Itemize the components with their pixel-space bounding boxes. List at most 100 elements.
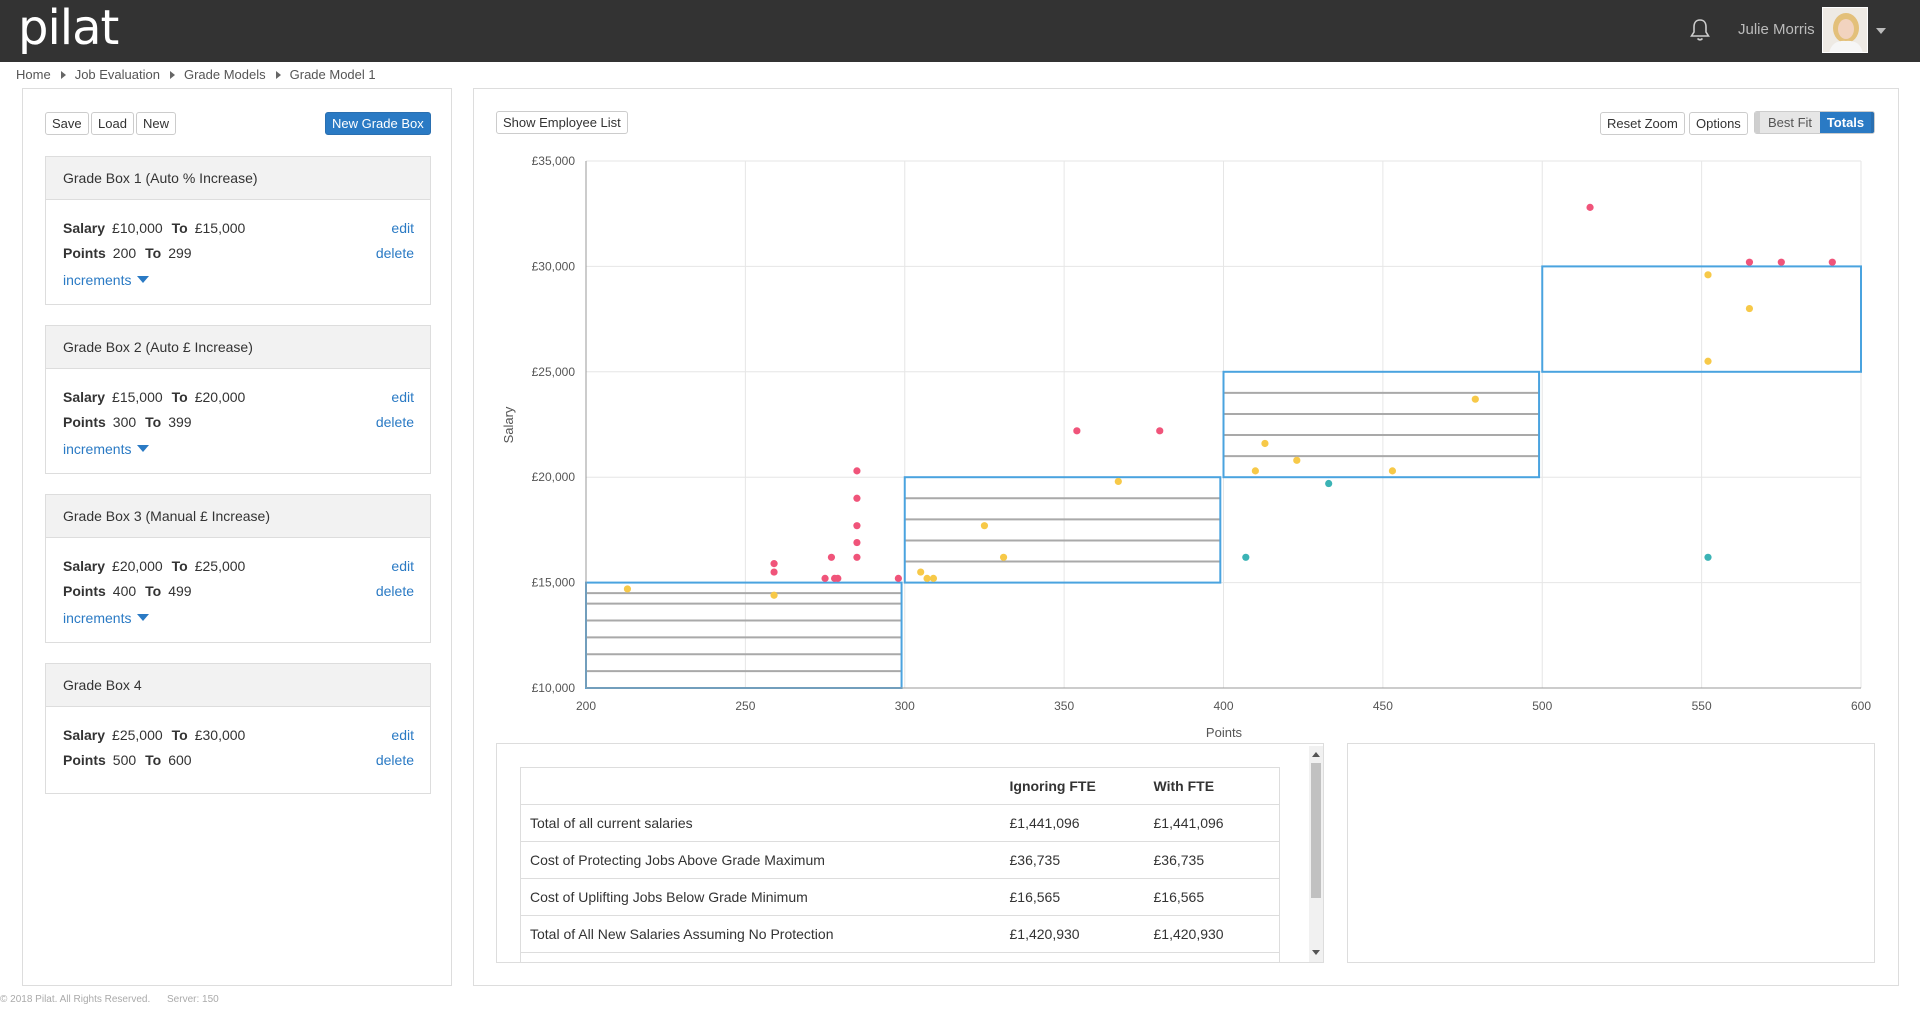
points-to: 499: [168, 583, 192, 599]
salary-to: £30,000: [194, 727, 246, 743]
salary-from: £20,000: [112, 558, 163, 574]
salary-to: £25,000: [194, 558, 246, 574]
to-label: To: [145, 583, 162, 599]
breadcrumb-grade-models[interactable]: Grade Models: [183, 67, 266, 82]
table-cell: £16,565: [1144, 878, 1280, 916]
increments-label: increments: [63, 272, 132, 288]
table-cell: [1144, 952, 1280, 962]
avatar[interactable]: [1822, 7, 1868, 53]
salary-label: Salary: [63, 727, 106, 743]
grade-box-card: Grade Box 3 (Manual £ Increase) Salary £2…: [45, 494, 431, 643]
totals-table: Ignoring FTE With FTE Total of all curre…: [520, 767, 1280, 962]
salary-to: £15,000: [194, 220, 246, 236]
points-to: 600: [168, 752, 192, 768]
to-label: To: [145, 752, 162, 768]
new-button[interactable]: New: [136, 112, 177, 135]
increments-label: increments: [63, 441, 132, 457]
scroll-thumb[interactable]: [1311, 763, 1321, 898]
to-label: To: [171, 389, 188, 405]
table-cell: [520, 952, 1001, 962]
grade-box-panel: Save Load New New Grade Box Grade Box 1 …: [22, 88, 452, 986]
points-range: Points 200 To 299: [63, 245, 192, 261]
points-from: 200: [112, 245, 137, 261]
options-button[interactable]: Options: [1689, 112, 1748, 135]
grade-box-title: Grade Box 2 (Auto £ Increase): [46, 326, 430, 369]
chevron-right-icon: [169, 70, 175, 79]
copyright-text: © 2018 Pilat. All Rights Reserved.: [0, 994, 151, 1005]
totals-toggle[interactable]: Totals: [1820, 112, 1874, 133]
salary-range: Salary £25,000 To £30,000: [63, 727, 245, 743]
edit-link[interactable]: edit: [391, 389, 414, 405]
table-row: Total of All New Salaries Assuming No Pr…: [520, 915, 1280, 953]
increments-toggle[interactable]: increments: [63, 441, 150, 457]
save-button[interactable]: Save: [45, 112, 89, 135]
points-label: Points: [63, 414, 106, 430]
increments-label: increments: [63, 610, 132, 626]
chevron-right-icon: [60, 70, 66, 79]
delete-link[interactable]: delete: [375, 752, 414, 768]
salary-from: £25,000: [112, 727, 163, 743]
table-header: With FTE: [1144, 767, 1280, 805]
edit-link[interactable]: edit: [391, 727, 414, 743]
view-toggle: Best Fit Totals: [1754, 111, 1875, 134]
reset-zoom-button[interactable]: Reset Zoom: [1600, 112, 1685, 135]
increments-toggle[interactable]: increments: [63, 610, 150, 626]
table-cell: £1,420,930: [1000, 915, 1145, 953]
salary-range: Salary £20,000 To £25,000: [63, 558, 245, 574]
table-header: Ignoring FTE: [1000, 767, 1145, 805]
table-row: [520, 952, 1280, 962]
grade-box-card: Grade Box 2 (Auto £ Increase) Salary £15,…: [45, 325, 431, 474]
show-employee-list-button[interactable]: Show Employee List: [496, 111, 628, 134]
totals-table-frame: Ignoring FTE With FTE Total of all curre…: [496, 743, 1324, 963]
to-label: To: [145, 414, 162, 430]
breadcrumb-job-evaluation[interactable]: Job Evaluation: [74, 67, 160, 82]
table-header: [520, 767, 1001, 805]
bell-icon[interactable]: [1688, 17, 1712, 43]
grade-box-title: Grade Box 4: [46, 664, 430, 707]
points-label: Points: [63, 752, 106, 768]
grade-box-card: Grade Box 1 (Auto % Increase) Salary £10,…: [45, 156, 431, 305]
salary-from: £10,000: [112, 220, 163, 236]
caret-down-icon[interactable]: [1876, 27, 1886, 35]
edit-link[interactable]: edit: [391, 558, 414, 574]
summary-side-panel: [1347, 743, 1875, 963]
caret-down-icon: [137, 445, 150, 452]
new-grade-box-button[interactable]: New Grade Box: [325, 112, 431, 135]
user-name[interactable]: Julie Morris: [1738, 21, 1815, 38]
points-label: Points: [63, 245, 106, 261]
salary-to: £20,000: [194, 389, 246, 405]
best-fit-toggle[interactable]: Best Fit: [1755, 112, 1820, 133]
to-label: To: [171, 220, 188, 236]
delete-link[interactable]: delete: [375, 245, 414, 261]
server-text: Server: 150: [167, 994, 219, 1005]
load-button[interactable]: Load: [91, 112, 134, 135]
table-cell: £36,735: [1000, 841, 1145, 879]
points-range: Points 500 To 600: [63, 752, 192, 768]
salary-label: Salary: [63, 558, 106, 574]
increments-toggle[interactable]: increments: [63, 272, 150, 288]
breadcrumb-home[interactable]: Home: [16, 67, 51, 82]
grade-box-title: Grade Box 1 (Auto % Increase): [46, 157, 430, 200]
salary-range: Salary £10,000 To £15,000: [63, 220, 245, 236]
delete-link[interactable]: delete: [375, 414, 414, 430]
scroll-up-icon[interactable]: [1312, 752, 1320, 757]
table-cell: £36,735: [1144, 841, 1280, 879]
salary-label: Salary: [63, 389, 106, 405]
table-cell: £16,565: [1000, 878, 1145, 916]
table-row: Cost of Uplifting Jobs Below Grade Minim…: [520, 878, 1280, 916]
table-cell: Cost of Uplifting Jobs Below Grade Minim…: [520, 878, 1001, 916]
footer: © 2018 Pilat. All Rights Reserved. Serve…: [0, 994, 219, 1005]
caret-down-icon: [137, 614, 150, 621]
top-bar: pilat Julie Morris: [0, 0, 1920, 62]
table-cell: Total of all current salaries: [520, 804, 1001, 842]
edit-link[interactable]: edit: [391, 220, 414, 236]
breadcrumb-grade-model-1[interactable]: Grade Model 1: [289, 67, 376, 82]
delete-link[interactable]: delete: [375, 583, 414, 599]
points-to: 399: [168, 414, 192, 430]
table-scrollbar[interactable]: [1309, 746, 1323, 962]
table-row: Cost of Protecting Jobs Above Grade Maxi…: [520, 841, 1280, 879]
table-cell: Total of All New Salaries Assuming No Pr…: [520, 915, 1001, 953]
points-to: 299: [168, 245, 192, 261]
scroll-down-icon[interactable]: [1312, 950, 1320, 955]
pilat-logo[interactable]: pilat: [18, 0, 119, 56]
